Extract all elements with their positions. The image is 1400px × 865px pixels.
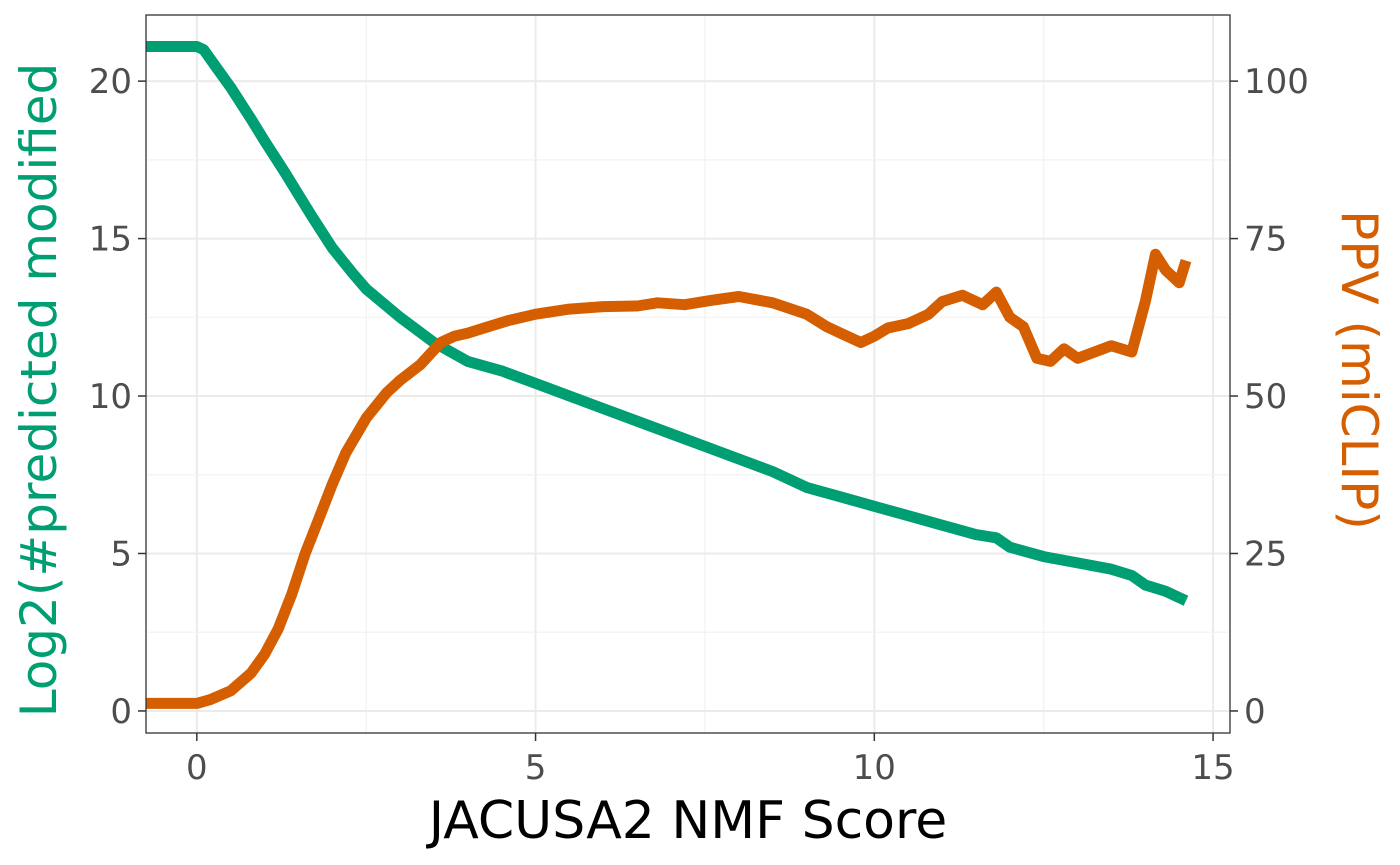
y-tick-label: 10: [89, 377, 132, 417]
gridlines: [146, 15, 1230, 733]
plot-panel-border: [145, 14, 1231, 734]
ppv-series-line: [146, 248, 1192, 709]
y-axis-title-right: PPV (miCLIP): [1330, 210, 1388, 530]
series-lines: [146, 41, 1192, 709]
y2-tick-label: 50: [1244, 377, 1287, 417]
y-tick-label: 0: [110, 692, 132, 732]
y2-tick-label: 0: [1244, 692, 1266, 732]
x-tick-label: 5: [525, 748, 547, 788]
x-axis-title: JACUSA2 NMF Score: [426, 791, 947, 851]
x-tick-label: 0: [186, 748, 208, 788]
log2-count-series-line: [146, 41, 1189, 606]
y2-tick-label: 75: [1244, 220, 1287, 260]
y2-tick-label: 100: [1244, 62, 1309, 102]
y-tick-label: 5: [110, 535, 132, 575]
x-tick-label: 10: [853, 748, 896, 788]
x-tick-label: 15: [1191, 748, 1234, 788]
y-axis-title-left: Log2(#predicted modified: [10, 63, 68, 718]
y-tick-label: 20: [89, 62, 132, 102]
y-tick-label: 15: [89, 220, 132, 260]
y2-tick-label: 25: [1244, 535, 1287, 575]
